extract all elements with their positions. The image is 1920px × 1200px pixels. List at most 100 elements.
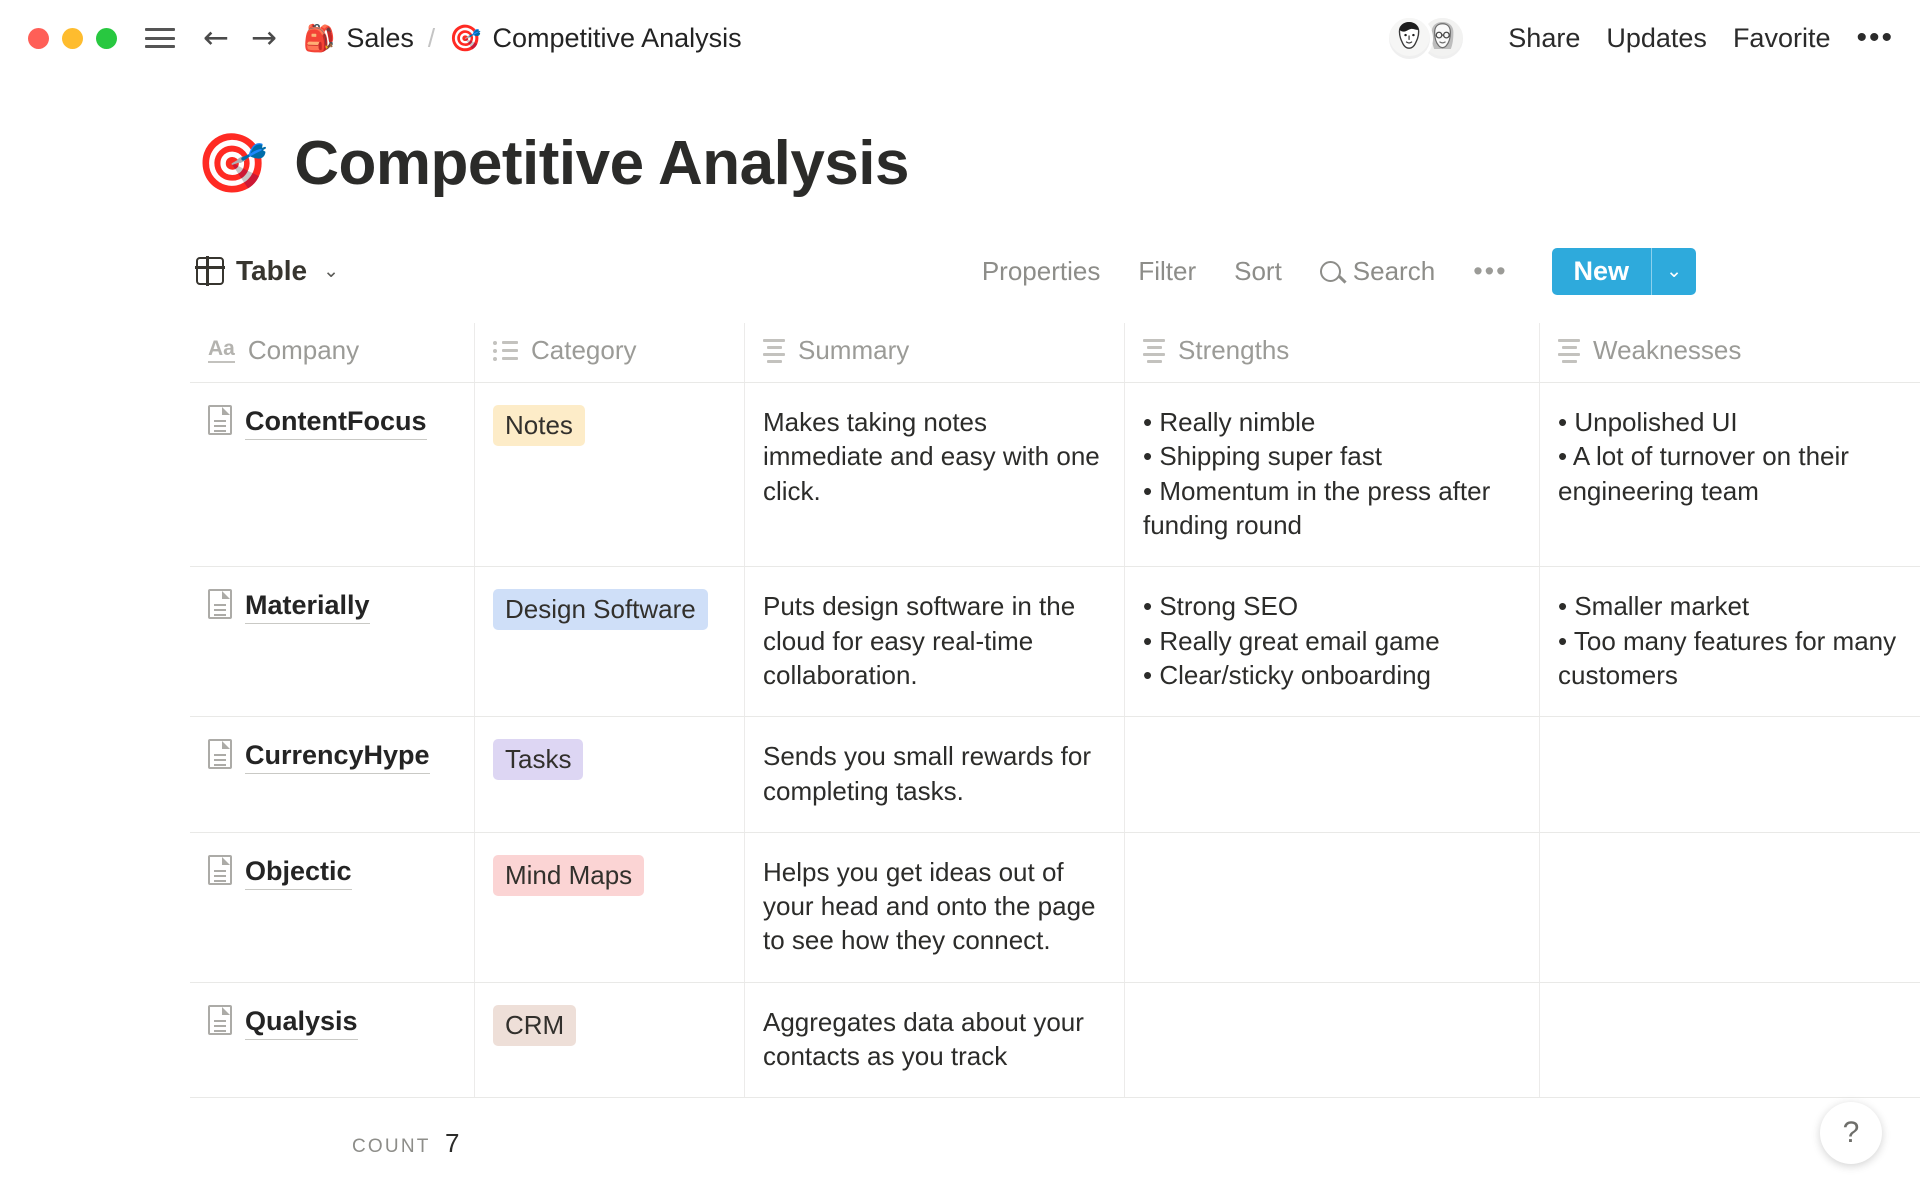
cell-category[interactable]: Mind Maps (475, 832, 745, 982)
status-badge[interactable]: CRM (493, 1004, 577, 1046)
title-bar-actions: Share Updates Favorite ••• (1386, 12, 1894, 64)
cell-summary[interactable]: Aggregates data about your contacts as y… (745, 982, 1125, 1098)
dart-target-icon[interactable]: 🎯 (196, 130, 269, 196)
column-header-company[interactable]: Aa Company (190, 323, 475, 382)
view-toolbar-actions: Properties Filter Sort Search ••• New ⌄ (981, 247, 1696, 295)
table-row[interactable]: Materially Design Software Puts design sof… (190, 567, 1920, 718)
column-header-weaknesses[interactable]: Weaknesses (1540, 323, 1920, 382)
database-table: Aa Company Category Summary Strengths (0, 323, 1920, 1099)
page-document-icon (208, 405, 232, 435)
breadcrumb-label-competitive-analysis: Competitive Analysis (492, 22, 742, 53)
page-document-icon (208, 589, 232, 620)
chevron-down-icon[interactable]: ⌄ (323, 260, 339, 282)
dart-target-icon: 🎯 (449, 23, 482, 53)
minimize-window-button[interactable] (62, 27, 83, 49)
cell-summary[interactable]: Puts design software in the cloud for ea… (745, 567, 1125, 717)
help-button[interactable]: ? (1820, 1102, 1882, 1164)
cell-company[interactable]: Objectic (190, 832, 475, 982)
company-name-link[interactable]: Qualysis (245, 1005, 358, 1040)
count-label: COUNT (352, 1136, 431, 1158)
table-header-row: Aa Company Category Summary Strengths (190, 323, 1920, 383)
summary-text: Helps you get ideas out of your head and… (763, 856, 1096, 956)
more-options-icon[interactable]: ••• (1856, 21, 1894, 54)
count-value[interactable]: 7 (445, 1128, 460, 1159)
updates-button[interactable]: Updates (1606, 22, 1707, 53)
text-lines-icon (763, 338, 785, 363)
page-header: 🎯 Competitive Analysis (0, 76, 1920, 199)
company-name-link[interactable]: Materially (245, 589, 370, 624)
cell-weaknesses[interactable] (1540, 983, 1920, 1098)
cell-strengths[interactable]: • Strong SEO • Really great email game •… (1125, 567, 1540, 717)
search-button[interactable]: Search (1319, 256, 1435, 287)
view-more-options-icon[interactable]: ••• (1473, 255, 1508, 286)
cell-company[interactable]: Materially (190, 567, 475, 717)
new-button[interactable]: New (1573, 255, 1630, 286)
properties-button[interactable]: Properties (981, 255, 1101, 286)
sort-button[interactable]: Sort (1234, 255, 1282, 286)
status-badge[interactable]: Notes (493, 405, 585, 446)
status-badge[interactable]: Tasks (493, 739, 584, 781)
table-row[interactable]: ContentFocus Notes Makes taking notes imme… (190, 383, 1920, 568)
table-footer: COUNT 7 (0, 1098, 1920, 1159)
cell-category[interactable]: Design Software (475, 567, 745, 717)
table-row[interactable]: Qualysis CRM Aggregates data about your co… (190, 982, 1920, 1099)
avatar (1386, 15, 1434, 62)
filter-button[interactable]: Filter (1138, 255, 1197, 286)
title-bar: ← → 🎒 Sales / 🎯 Competitive Analysis (0, 0, 1920, 76)
cell-category[interactable]: Notes (475, 383, 745, 567)
tab-table-view[interactable]: Table ⌄ (195, 255, 339, 287)
breadcrumb-item-competitive-analysis[interactable]: 🎯 Competitive Analysis (449, 23, 741, 54)
collaborator-avatars[interactable] (1386, 12, 1482, 64)
column-label: Weaknesses (1593, 335, 1742, 365)
column-label: Strengths (1178, 335, 1290, 365)
page-body: 🎯 Competitive Analysis Table ⌄ Propertie… (0, 76, 1920, 1159)
cell-summary[interactable]: Helps you get ideas out of your head and… (745, 832, 1125, 982)
column-header-summary[interactable]: Summary (745, 323, 1125, 382)
page-document-icon (208, 854, 232, 885)
cell-category[interactable]: Tasks (475, 717, 745, 832)
breadcrumb: 🎒 Sales / 🎯 Competitive Analysis (303, 23, 742, 54)
table-body: ContentFocus Notes Makes taking notes imme… (190, 383, 1920, 1099)
maximize-window-button[interactable] (96, 27, 117, 49)
cell-strengths[interactable] (1125, 832, 1540, 982)
column-header-category[interactable]: Category (475, 323, 745, 382)
text-lines-icon (1558, 338, 1580, 363)
table-icon (195, 256, 225, 286)
cell-weaknesses[interactable] (1540, 717, 1920, 832)
status-badge[interactable]: Mind Maps (493, 854, 645, 896)
share-button[interactable]: Share (1508, 22, 1581, 53)
company-name-link[interactable]: ContentFocus (245, 405, 427, 440)
company-name-link[interactable]: Objectic (245, 855, 352, 890)
cell-category[interactable]: CRM (475, 982, 745, 1098)
breadcrumb-item-sales[interactable]: 🎒 Sales (303, 23, 414, 54)
cell-summary[interactable]: Makes taking notes immediate and easy wi… (745, 383, 1125, 567)
page-title[interactable]: Competitive Analysis (294, 129, 910, 198)
table-row[interactable]: Objectic Mind Maps Helps you get ideas out… (190, 832, 1920, 983)
cell-summary[interactable]: Sends you small rewards for completing t… (745, 717, 1125, 832)
forward-arrow-icon[interactable]: → (250, 19, 277, 56)
back-arrow-icon[interactable]: ← (203, 19, 229, 56)
weaknesses-text: • Unpolished UI • A lot of turnover on t… (1558, 407, 1849, 506)
cell-strengths[interactable] (1125, 982, 1540, 1098)
new-button-chevron-down-icon[interactable]: ⌄ (1666, 260, 1682, 282)
menu-hamburger-icon[interactable] (145, 26, 175, 50)
breadcrumb-separator: / (427, 22, 436, 53)
cell-weaknesses[interactable]: • Unpolished UI • A lot of turnover on t… (1540, 383, 1920, 566)
cell-weaknesses[interactable] (1540, 833, 1920, 982)
new-button-group: New ⌄ (1551, 247, 1696, 295)
company-name-link[interactable]: CurrencyHype (245, 739, 430, 774)
cell-company[interactable]: Qualysis (190, 982, 475, 1098)
favorite-button[interactable]: Favorite (1732, 22, 1831, 53)
question-mark-icon: ? (1842, 1116, 1860, 1149)
cell-company[interactable]: CurrencyHype (190, 717, 475, 832)
cell-strengths[interactable]: • Really nimble • Shipping super fast • … (1125, 383, 1540, 567)
table-row[interactable]: CurrencyHype Tasks Sends you small rewards… (190, 717, 1920, 833)
cell-strengths[interactable] (1125, 717, 1540, 832)
cell-company[interactable]: ContentFocus (190, 383, 475, 567)
column-header-strengths[interactable]: Strengths (1125, 323, 1540, 382)
status-badge[interactable]: Design Software (493, 589, 708, 631)
new-button-divider (1651, 247, 1653, 295)
close-window-button[interactable] (28, 27, 49, 49)
avatar-face-icon (1422, 18, 1464, 56)
cell-weaknesses[interactable]: • Smaller market • Too many features for… (1540, 567, 1920, 716)
